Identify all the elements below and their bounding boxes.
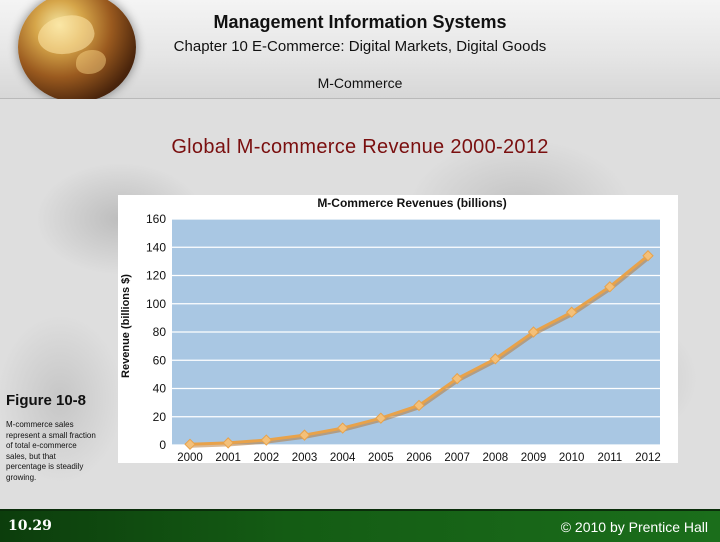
y-tick-label: 160 — [146, 212, 166, 226]
chart-title: M-Commerce Revenues (billions) — [317, 196, 506, 210]
y-tick-label: 120 — [146, 269, 166, 283]
x-tick-label: 2004 — [330, 452, 356, 463]
course-title: Management Information Systems — [213, 12, 507, 32]
data-point-marker — [184, 438, 196, 451]
data-point-marker — [260, 434, 273, 446]
slide-heading: Global M-commerce Revenue 2000-2012 — [171, 136, 549, 158]
y-tick-label: 140 — [146, 240, 166, 254]
data-point-marker — [336, 422, 349, 434]
data-point-marker — [222, 437, 234, 449]
y-tick-label: 60 — [153, 353, 167, 367]
x-tick-label: 2011 — [597, 452, 622, 463]
data-point-marker — [489, 353, 502, 365]
data-point-marker — [375, 412, 387, 424]
y-tick-label: 40 — [153, 382, 167, 396]
figure-label: Figure 10-8 — [6, 392, 87, 409]
x-tick-label: 2006 — [406, 452, 432, 463]
y-tick-label: 80 — [153, 325, 167, 339]
y-tick-label: 20 — [153, 410, 167, 424]
globe-logo — [18, 0, 136, 102]
x-tick-label: 2008 — [483, 452, 509, 463]
y-axis-label: Revenue (billions $) — [120, 274, 132, 378]
data-point-marker — [604, 281, 616, 293]
x-tick-label: 2010 — [559, 452, 585, 463]
copyright-notice: © 2010 by Prentice Hall — [560, 519, 708, 535]
y-tick-label: 100 — [146, 297, 166, 311]
data-point-marker — [527, 326, 540, 338]
x-tick-label: 2012 — [635, 452, 661, 463]
x-tick-label: 2003 — [292, 452, 318, 463]
page-number: 10.29 — [8, 518, 52, 534]
x-tick-label: 2000 — [177, 452, 203, 463]
slide-footer: 10.29 © 2010 by Prentice Hall — [0, 509, 720, 542]
x-tick-label: 2002 — [254, 452, 280, 463]
x-tick-label: 2007 — [444, 452, 470, 463]
slide-header: Management Information Systems Chapter 1… — [0, 0, 720, 102]
revenue-line-chart: 0 20 40 60 80 100 120 140 160 2000 2001 2002 2003 200… — [120, 196, 661, 463]
data-point-marker — [565, 306, 578, 318]
figure-caption: M-commerce sales represent a small fract… — [6, 420, 96, 482]
data-point-marker — [413, 399, 425, 412]
topic-title: M-Commerce — [317, 75, 403, 91]
data-point-marker — [642, 250, 654, 262]
x-tick-label: 2005 — [368, 452, 394, 463]
data-point-marker — [451, 372, 463, 385]
y-tick-label: 0 — [159, 438, 166, 452]
x-tick-label: 2009 — [521, 452, 547, 463]
data-point-marker — [298, 429, 311, 441]
chart-panel: 0 20 40 60 80 100 120 140 160 2000 2001 2002 2003 200… — [118, 195, 678, 463]
chapter-title: Chapter 10 E-Commerce: Digital Markets, … — [173, 38, 547, 55]
x-tick-label: 2001 — [215, 452, 241, 463]
